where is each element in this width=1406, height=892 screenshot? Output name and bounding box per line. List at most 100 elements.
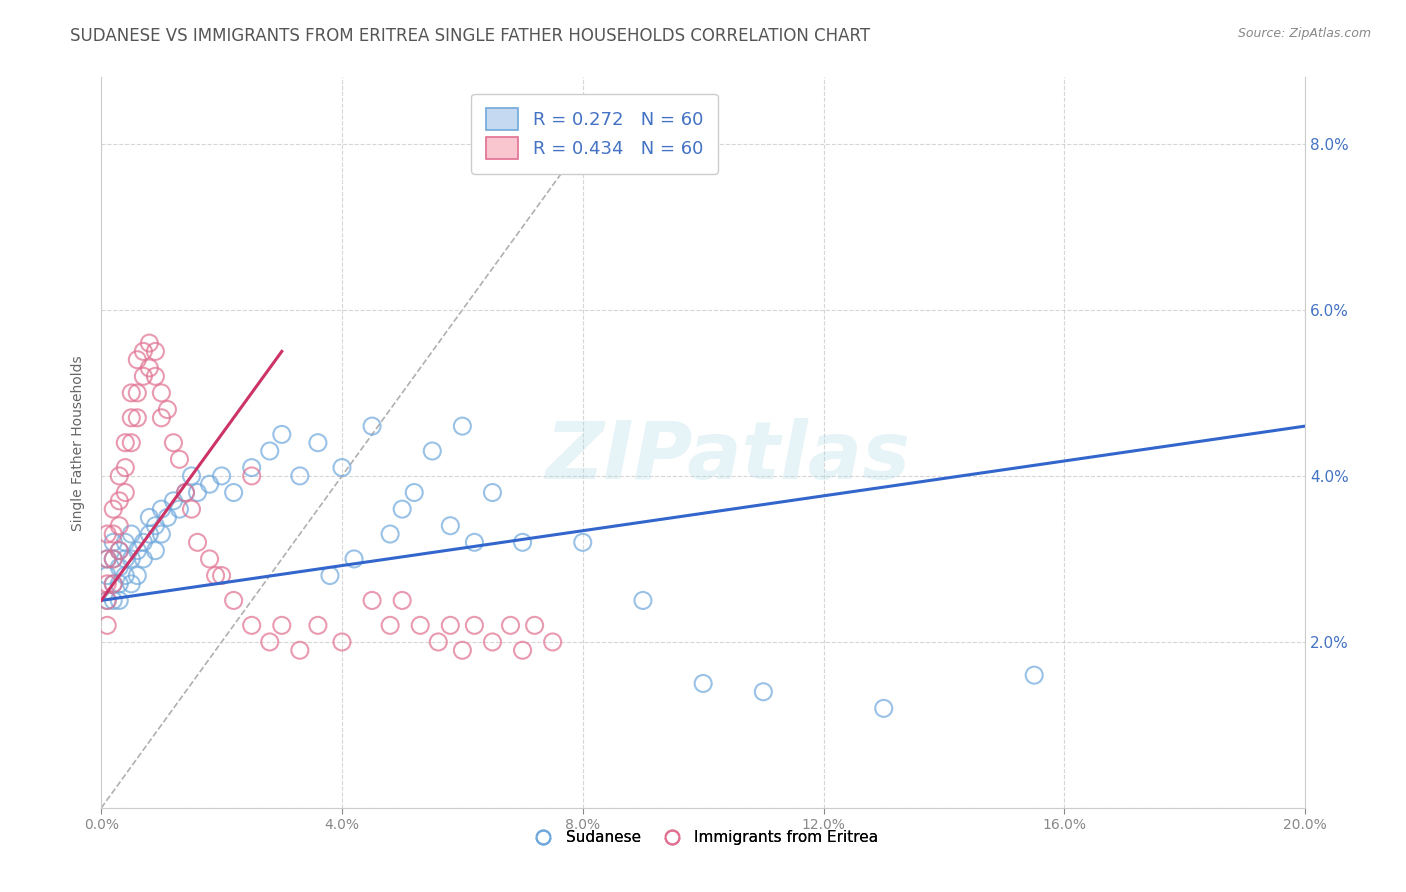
Point [288,469,311,483]
Point [108,577,131,591]
Point [114,568,136,582]
Point [463,618,485,632]
Point [120,385,142,400]
Point [391,502,413,516]
Point [96,577,118,591]
Point [114,435,136,450]
Point [169,452,191,467]
Point [240,460,263,475]
Point [96,593,118,607]
Point [162,493,184,508]
Y-axis label: Single Father Households: Single Father Households [72,355,86,531]
Point [114,485,136,500]
Point [138,510,160,524]
Point [439,618,461,632]
Point [96,527,118,541]
Point [378,618,401,632]
Point [103,577,125,591]
Point [343,552,366,566]
Point [319,568,342,582]
Point [361,419,384,434]
Point [145,344,167,359]
Point [409,618,432,632]
Point [240,618,263,632]
Point [120,410,142,425]
Point [451,643,474,657]
Point [259,444,281,458]
Point [108,560,131,574]
Point [439,518,461,533]
Point [162,435,184,450]
Point [180,469,202,483]
Point [499,618,522,632]
Point [211,568,233,582]
Point [150,410,173,425]
Point [330,635,353,649]
Point [631,593,654,607]
Point [96,568,118,582]
Point [132,344,155,359]
Point [96,552,118,566]
Point [114,535,136,549]
Point [211,469,233,483]
Point [108,543,131,558]
Point [523,618,546,632]
Point [127,352,149,367]
Point [132,552,155,566]
Point [222,593,245,607]
Point [180,502,202,516]
Point [169,502,191,516]
Point [145,518,167,533]
Point [108,593,131,607]
Point [96,593,118,607]
Point [330,460,353,475]
Point [108,518,131,533]
Point [138,361,160,376]
Point [512,535,534,549]
Point [103,552,125,566]
Point [127,385,149,400]
Point [127,543,149,558]
Point [270,427,292,442]
Point [108,469,131,483]
Point [150,527,173,541]
Point [361,593,384,607]
Point [108,543,131,558]
Point [145,543,167,558]
Point [186,535,208,549]
Point [103,552,125,566]
Point [120,577,142,591]
Point [198,477,221,491]
Point [307,435,329,450]
Point [114,552,136,566]
Point [108,493,131,508]
Point [132,535,155,549]
Point [288,643,311,657]
Point [541,635,564,649]
Point [222,485,245,500]
Point [156,402,179,417]
Text: ZIPatlas: ZIPatlas [544,418,910,496]
Point [204,568,226,582]
Point [259,635,281,649]
Point [120,552,142,566]
Point [451,419,474,434]
Point [114,460,136,475]
Point [156,510,179,524]
Point [127,568,149,582]
Point [391,593,413,607]
Point [174,485,197,500]
Point [103,502,125,516]
Point [481,635,503,649]
Point [1024,668,1046,682]
Point [270,618,292,632]
Point [174,485,197,500]
Point [103,577,125,591]
Point [96,552,118,566]
Point [752,685,775,699]
Point [120,435,142,450]
Text: Source: ZipAtlas.com: Source: ZipAtlas.com [1237,27,1371,40]
Point [240,469,263,483]
Legend: Sudanese, Immigrants from Eritrea: Sudanese, Immigrants from Eritrea [522,824,884,852]
Point [420,444,443,458]
